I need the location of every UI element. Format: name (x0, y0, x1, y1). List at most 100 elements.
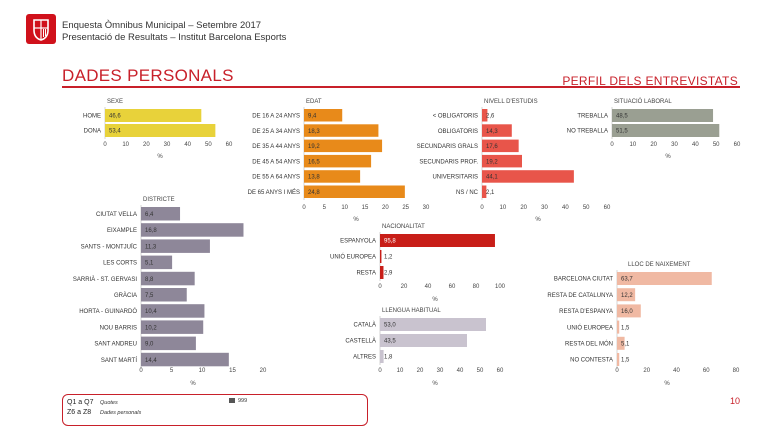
category-label-districte: SANT MARTÍ (101, 357, 137, 364)
data-label-edat: 13,8 (308, 175, 320, 181)
category-label-naixement: RESTA DEL MÓN (565, 341, 613, 348)
presentation-subtitle: Presentació de Resultats – Institut Barc… (62, 32, 287, 43)
tick-label-laboral: 10 (629, 142, 636, 148)
tick-label-laboral: 60 (734, 142, 741, 148)
category-label-estudis: < OBLIGATORIS (433, 113, 478, 119)
tick-label-naixement: 80 (733, 368, 740, 374)
category-label-laboral: NO TREBALLA (567, 129, 608, 135)
bar-districte (141, 207, 181, 221)
chart-estudis (481, 107, 574, 200)
bar-llengua (380, 318, 486, 331)
chart-title-estudis: NIVELL D'ESTUDIS (484, 99, 538, 105)
tick-label-nacionalitat: 80 (473, 284, 480, 290)
sample-size-icon (229, 398, 235, 403)
tick-label-naixement: 20 (643, 368, 650, 374)
data-label-llengua: 1,8 (384, 355, 393, 361)
data-label-edat: 9,4 (308, 113, 317, 119)
chart-title-districte: DISTRICTE (143, 197, 175, 203)
category-label-estudis: OBLIGATORIS (438, 129, 478, 135)
category-label-estudis: SECUNDARIS PROF. (419, 159, 478, 165)
tick-label-estudis: 60 (604, 205, 611, 211)
data-label-naixement: 16,0 (621, 309, 633, 315)
bar-districte (141, 336, 196, 351)
category-label-edat: DE 55 A 64 ANYS (252, 175, 300, 181)
bar-districte (141, 352, 229, 367)
tick-label-laboral: 40 (692, 142, 699, 148)
tick-label-laboral: 20 (650, 142, 657, 148)
data-label-districte: 7,5 (145, 293, 154, 299)
category-label-districte: SANT ANDREU (94, 342, 137, 348)
tick-label-districte: 5 (170, 368, 174, 374)
tick-label-nacionalitat: 60 (449, 284, 456, 290)
category-label-llengua: CASTELLÀ (345, 338, 376, 345)
bar-llengua (380, 350, 384, 363)
data-label-estudis: 44,1 (486, 175, 498, 181)
bar-nacionalitat (380, 250, 382, 263)
chart-laboral (611, 107, 720, 139)
data-label-llengua: 53,0 (384, 323, 396, 329)
tick-label-districte: 15 (229, 368, 236, 374)
bar-districte (141, 288, 187, 302)
bar-sexe (105, 109, 202, 122)
category-label-naixement: NO CONTESTA (570, 358, 613, 364)
category-label-llengua: ALTRES (353, 355, 376, 361)
axis-unit-estudis: % (535, 217, 541, 223)
axis-unit-districte: % (190, 381, 196, 387)
category-label-naixement: RESTA DE CATALUNYA (547, 293, 613, 299)
bar-estudis (482, 139, 519, 153)
category-label-nacionalitat: RESTA (356, 271, 376, 277)
tick-label-estudis: 30 (541, 205, 548, 211)
bar-edat (304, 124, 379, 137)
category-label-llengua: CATALÀ (354, 322, 376, 329)
data-label-nacionalitat: 2,9 (384, 271, 393, 277)
tick-label-estudis: 50 (583, 205, 590, 211)
bar-naixement (617, 353, 620, 366)
bar-estudis (482, 170, 574, 183)
barcelona-shield-icon (26, 14, 56, 44)
footer-q-label: Q1 a Q7 (67, 399, 94, 406)
footer-q-desc: Quotes (100, 400, 118, 406)
tick-label-nacionalitat: 100 (495, 284, 506, 290)
bar-laboral (612, 109, 714, 122)
chart-title-sexe: SEXE (107, 99, 123, 105)
tick-label-sexe: 0 (103, 142, 107, 148)
sample-size: 999 (238, 398, 248, 404)
category-label-districte: CIUTAT VELLA (96, 212, 137, 218)
tick-label-llengua: 60 (497, 368, 504, 374)
bar-edat (304, 170, 361, 183)
bar-estudis (482, 185, 487, 198)
bar-districte (141, 223, 244, 237)
axis-unit-llengua: % (432, 381, 438, 387)
bar-nacionalitat (380, 234, 495, 247)
tick-label-llengua: 40 (457, 368, 464, 374)
tick-label-edat: 5 (323, 205, 327, 211)
tick-label-edat: 25 (402, 205, 409, 211)
bar-estudis (482, 124, 512, 137)
bar-districte (141, 271, 195, 286)
chart-sexe (104, 107, 216, 139)
category-label-nacionalitat: ESPANYOLA (340, 239, 376, 245)
data-label-districte: 8,8 (145, 277, 154, 283)
category-label-districte: GRÀCIA (114, 292, 137, 299)
bar-naixement (617, 288, 636, 302)
category-label-estudis: NS / NC (456, 190, 479, 196)
data-label-estudis: 2,6 (486, 113, 495, 119)
tick-label-sexe: 20 (143, 142, 150, 148)
data-label-llengua: 43,5 (384, 339, 396, 345)
tick-label-sexe: 60 (226, 142, 233, 148)
tick-label-edat: 20 (382, 205, 389, 211)
data-label-estudis: 19,2 (486, 159, 498, 165)
data-label-edat: 16,5 (308, 159, 320, 165)
category-label-districte: EIXAMPLE (107, 228, 137, 234)
data-label-estudis: 2,1 (486, 190, 495, 196)
bar-sexe (105, 124, 216, 137)
bar-estudis (482, 109, 488, 122)
data-label-laboral: 51,5 (616, 129, 628, 135)
tick-label-edat: 30 (423, 205, 430, 211)
tick-label-estudis: 40 (562, 205, 569, 211)
data-label-naixement: 1,5 (621, 358, 630, 364)
category-label-edat: DE 65 ANYS I MÉS (248, 189, 300, 196)
tick-label-llengua: 30 (437, 368, 444, 374)
category-label-edat: DE 45 A 54 ANYS (252, 159, 300, 165)
